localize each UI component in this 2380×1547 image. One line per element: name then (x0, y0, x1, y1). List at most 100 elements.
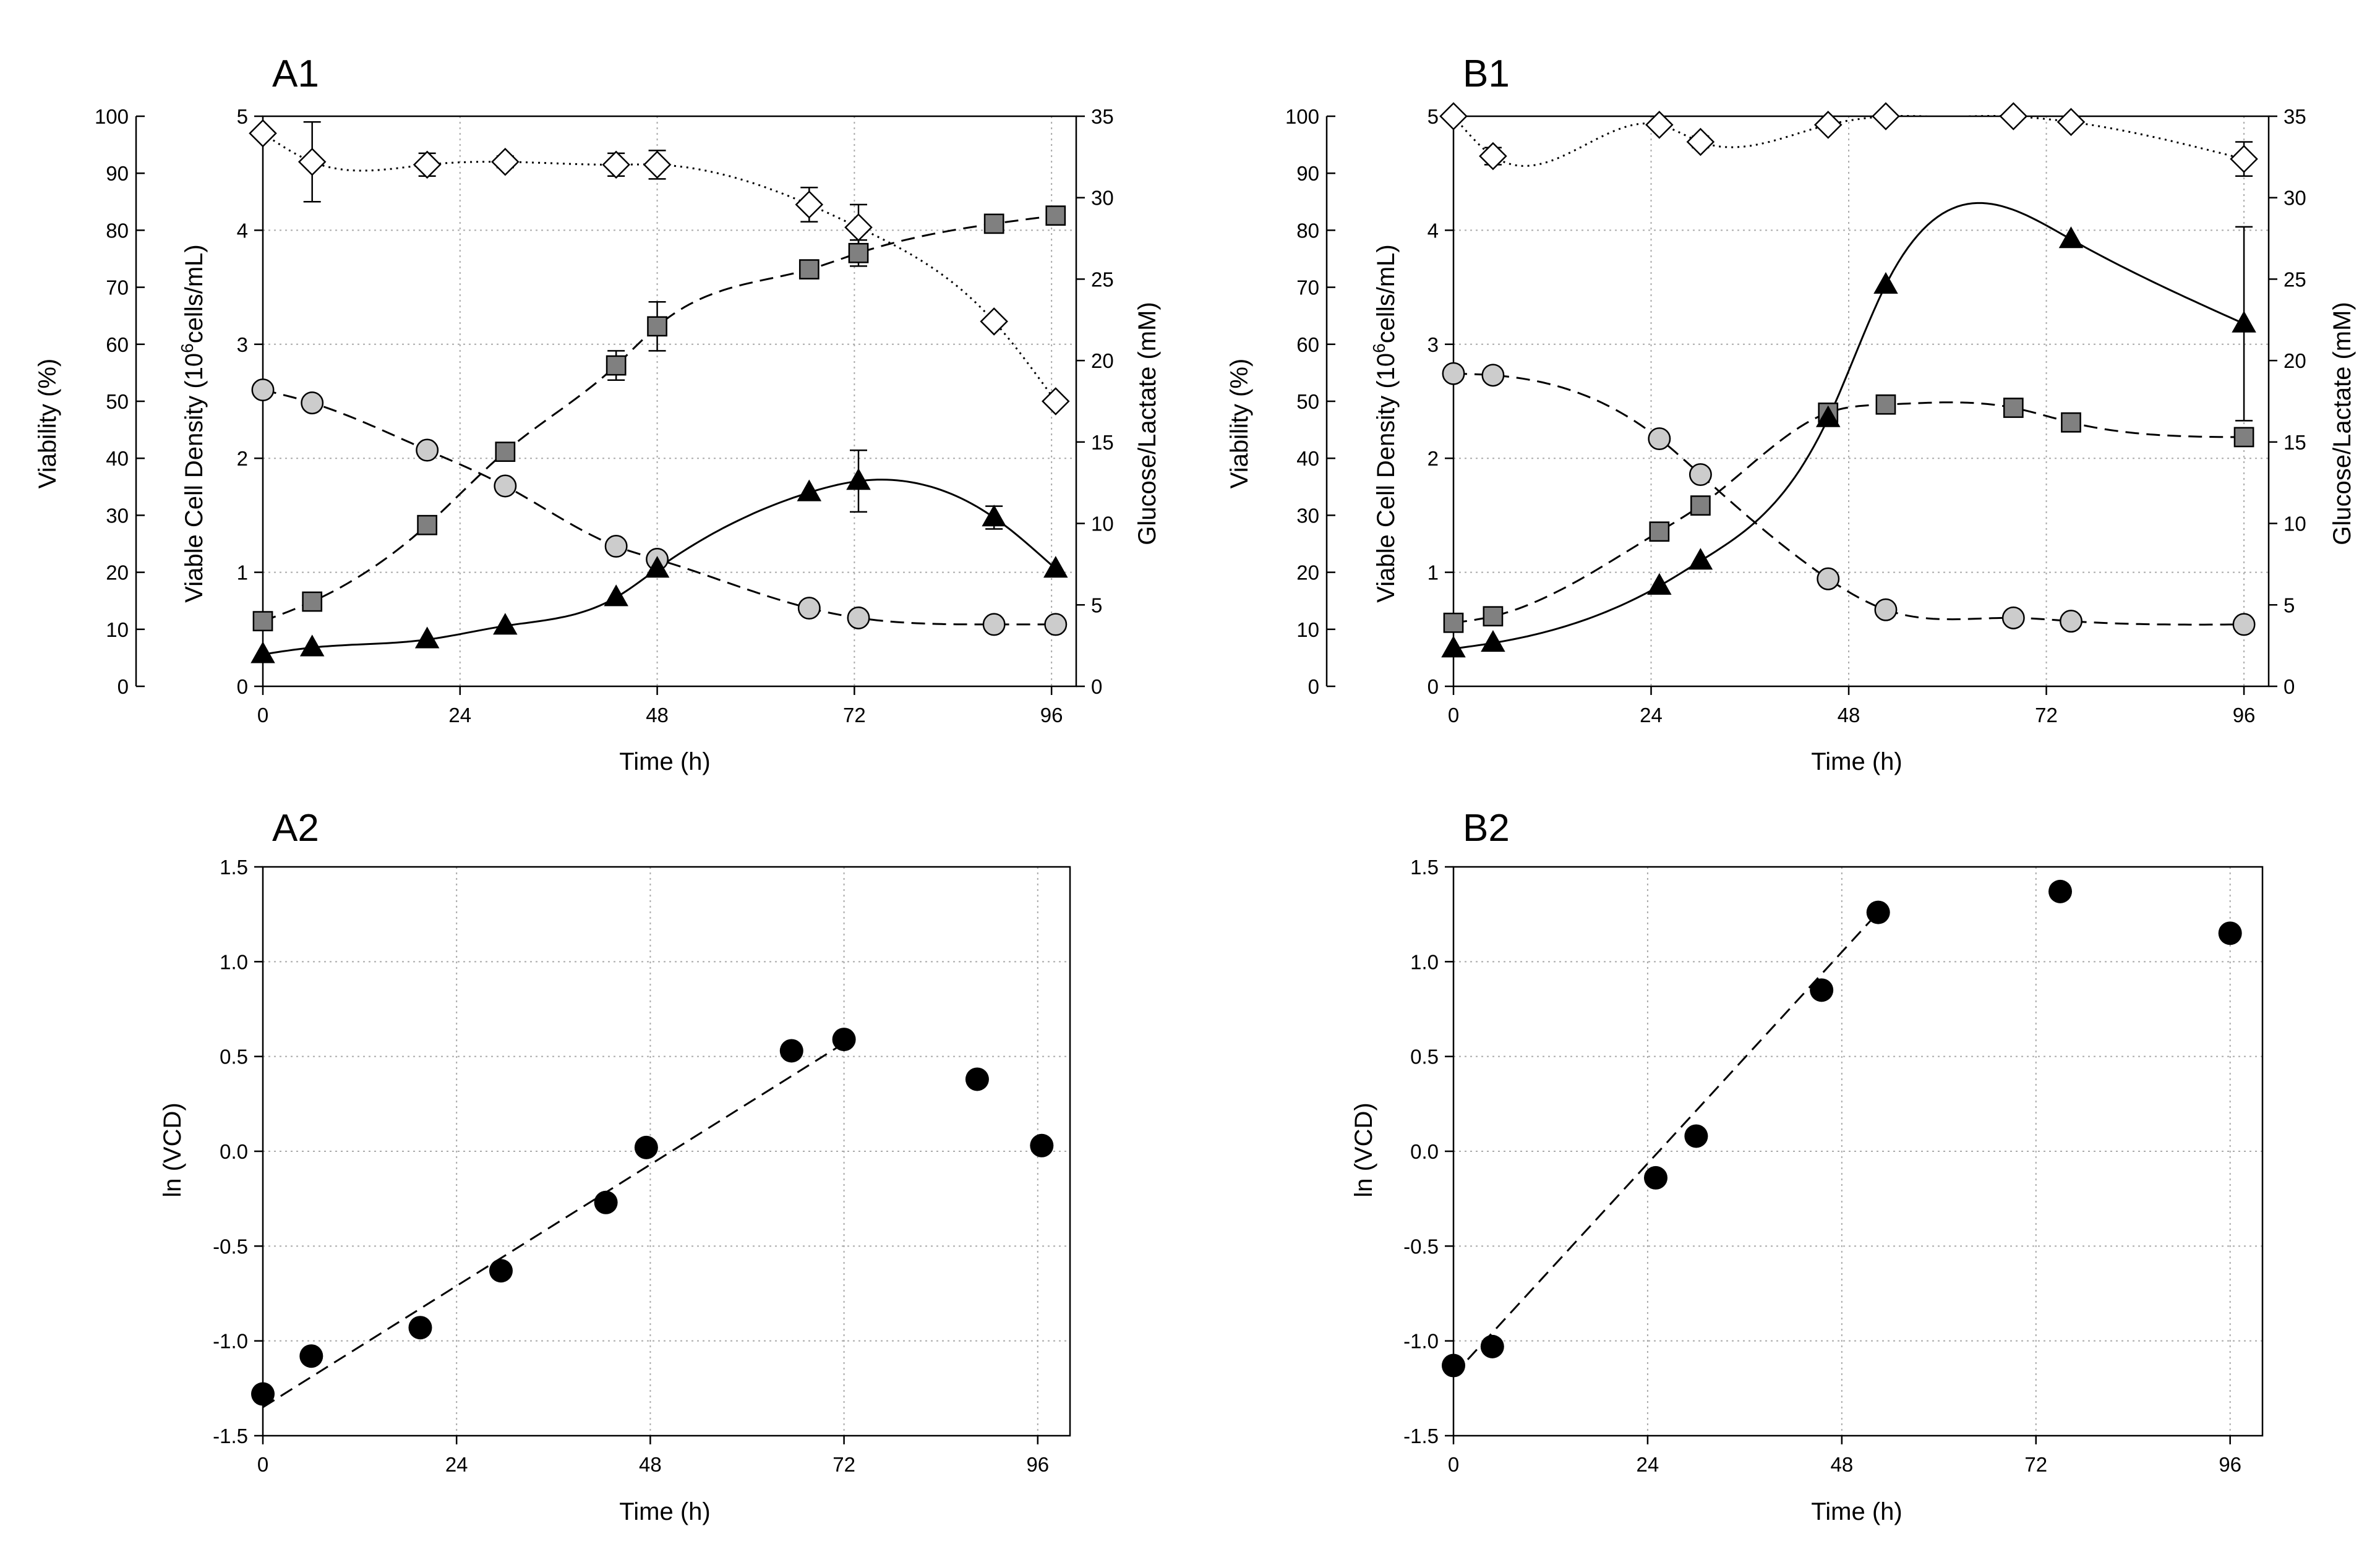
viability-tick-label: 0 (118, 675, 129, 698)
panel-b2-title: B2 (1463, 807, 1510, 850)
data-point-vcd (1043, 556, 1068, 578)
data-point-glucose (494, 474, 517, 498)
viability-tick-label: 80 (1296, 219, 1319, 242)
data-point-lactate (848, 242, 869, 263)
vcd-tick-label: 4 (237, 219, 248, 242)
y-tick-label: 1.5 (1410, 856, 1439, 879)
data-point-glucose (1689, 463, 1712, 487)
data-point-lactate (1045, 205, 1066, 226)
data-point-viability (602, 150, 630, 179)
vcd-label-post: cells/mL) (1372, 244, 1400, 343)
vcd-label-sup: 6 (1369, 343, 1389, 353)
panel-a1-viability-label: Viability (%) (34, 359, 61, 488)
x-tick-label: 48 (1838, 704, 1860, 727)
y-tick-label: -1.0 (1403, 1330, 1439, 1353)
viability-tick-label: 0 (1308, 675, 1319, 698)
viability-tick-label: 90 (1296, 162, 1319, 185)
data-point-ln-vcd (1866, 900, 1890, 924)
plot-frame (1452, 866, 2264, 1437)
y-tick-label: 0.5 (1410, 1046, 1439, 1068)
panel-a1-title: A1 (272, 53, 319, 95)
data-point-lactate (417, 514, 438, 535)
x-tick-label: 72 (2035, 704, 2058, 727)
x-tick-label: 96 (2233, 704, 2256, 727)
data-point-viability (1479, 142, 1507, 171)
viability-tick-label: 60 (1296, 333, 1319, 356)
x-tick-label: 72 (843, 704, 866, 727)
vcd-label-pre: Viable Cell Density (10 (181, 353, 208, 603)
viability-tick-label: 20 (1296, 561, 1319, 584)
metabolite-tick-label: 35 (2284, 105, 2306, 128)
data-point-glucose (1874, 598, 1898, 621)
data-point-ln-vcd (2048, 879, 2072, 903)
data-point-glucose (2060, 610, 2082, 633)
panel-a2-ylabel: ln (VCD) (159, 1102, 186, 1197)
x-tick-label: 96 (1040, 704, 1063, 727)
data-point-lactate (2061, 412, 2081, 433)
data-point-lactate (606, 355, 627, 376)
data-point-ln-vcd (251, 1382, 275, 1406)
data-point-vcd (1647, 573, 1672, 595)
data-point-lactate (1690, 495, 1711, 516)
data-point-ln-vcd (408, 1316, 432, 1340)
y-tick-label: 1.5 (220, 856, 248, 879)
x-tick-label: 96 (2219, 1453, 2241, 1476)
data-point-viability (1813, 111, 1843, 139)
data-point-ln-vcd (1644, 1166, 1667, 1190)
panel-b1-metabolite-label: Glucose/Lactate (mM) (2329, 302, 2356, 545)
plot-frame (1452, 115, 2270, 688)
vcd-tick-label: 4 (1428, 219, 1439, 242)
metabolite-tick-label: 20 (1091, 349, 1114, 372)
y-tick-label: 0.0 (220, 1140, 248, 1163)
data-point-vcd (2232, 310, 2256, 333)
panel-b1-vcd-label: Viable Cell Density (106cells/mL) (1369, 244, 1400, 603)
vcd-tick-label: 3 (1428, 333, 1439, 356)
metabolite-tick-label: 10 (2284, 513, 2306, 535)
data-point-viability (249, 119, 277, 148)
data-point-glucose (982, 613, 1006, 636)
metabolite-tick-label: 30 (2284, 187, 2306, 210)
data-point-vcd (299, 634, 325, 657)
x-tick-label: 0 (257, 1453, 268, 1476)
data-point-viability (1439, 102, 1468, 130)
data-point-lactate (798, 259, 820, 279)
viability-tick-label: 10 (106, 618, 129, 641)
y-tick-label: 1.0 (1410, 950, 1439, 973)
panel-b1-viability-label: Viability (%) (1226, 359, 1253, 488)
data-point-lactate (1649, 521, 1670, 542)
panel-b2-xlabel: Time (h) (1811, 1498, 1902, 1525)
data-point-glucose (1481, 364, 1505, 387)
viability-tick-label: 30 (106, 504, 129, 527)
data-point-lactate (302, 591, 323, 612)
data-point-vcd (1815, 405, 1841, 427)
data-point-ln-vcd (832, 1028, 856, 1052)
data-point-glucose (2232, 613, 2256, 636)
data-point-ln-vcd (965, 1067, 989, 1091)
data-point-vcd (797, 479, 822, 501)
viability-tick-label: 100 (1285, 105, 1319, 128)
data-point-vcd (493, 613, 518, 635)
plot-frame (262, 115, 1077, 688)
data-point-lactate (647, 316, 667, 337)
x-tick-label: 0 (1448, 1453, 1459, 1476)
data-point-glucose (797, 597, 821, 620)
viability-tick-label: 40 (106, 447, 129, 470)
x-tick-label: 72 (2024, 1453, 2047, 1476)
y-tick-label: -1.5 (1403, 1425, 1439, 1447)
panel-a2-plot: -1.5 -1.0 -0.5 0.0 0.5 1.0 1.5 0 24 48 72 96 (213, 856, 1071, 1476)
data-point-ln-vcd (1684, 1124, 1708, 1148)
data-point-ln-vcd (1810, 978, 1834, 1002)
x-tick-label: 24 (448, 704, 471, 727)
data-point-vcd (2058, 226, 2084, 249)
data-point-viability (1645, 111, 1674, 139)
y-tick-label: 1.0 (220, 950, 248, 973)
data-point-vcd (644, 556, 670, 578)
panel-b2-ylabel: ln (VCD) (1350, 1102, 1377, 1197)
data-point-viability (491, 147, 520, 176)
data-point-glucose (1044, 613, 1068, 636)
data-point-viability (1686, 127, 1715, 156)
vcd-tick-label: 1 (237, 561, 248, 584)
data-point-viability (795, 190, 824, 219)
data-point-vcd (846, 468, 871, 490)
